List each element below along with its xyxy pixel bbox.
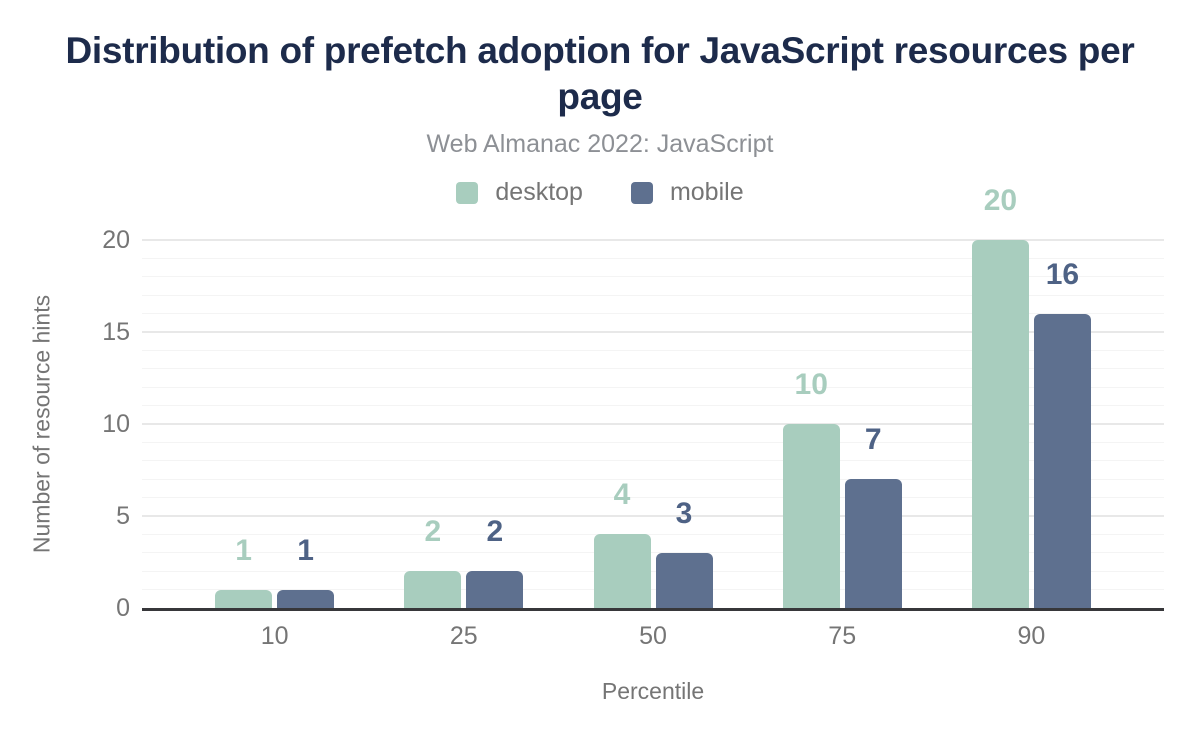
gridline-minor xyxy=(142,294,1164,296)
bar-value-label-desktop-p25: 2 xyxy=(424,515,442,549)
x-tick-label-25: 25 xyxy=(449,622,478,650)
x-axis-title: Percentile xyxy=(601,678,705,704)
x-axis-ticks: 10 25 50 75 90 xyxy=(142,622,1164,651)
gridline-major xyxy=(142,515,1164,517)
bar-value-label-desktop-p10: 1 xyxy=(235,533,252,567)
legend-item-mobile: mobile xyxy=(630,178,744,207)
x-tick-label-90: 90 xyxy=(1017,622,1046,650)
gridline-minor xyxy=(142,257,1164,259)
gridline-minor xyxy=(142,497,1164,499)
y-axis-title: Number of resource hints xyxy=(28,294,55,554)
bar-series-container: 1 1 2 2 4 3 10 7 20 16 xyxy=(180,186,1126,608)
gridline-minor xyxy=(142,405,1164,407)
gridline-major xyxy=(142,423,1164,425)
bar-desktop-p90[interactable]: 20 xyxy=(971,186,1029,608)
gridline-minor xyxy=(142,533,1164,535)
gridline-minor xyxy=(142,368,1164,370)
y-tick-label-20: 20 xyxy=(102,226,130,254)
bar-mobile-p10[interactable]: 1 xyxy=(277,535,335,608)
chart-title: Distribution of prefetch adoption for Ja… xyxy=(65,30,1135,118)
gridline-minor xyxy=(142,276,1164,278)
gridline-minor xyxy=(142,589,1164,591)
bar-desktop-p75[interactable]: 10 xyxy=(782,370,840,608)
plot-area: 1 1 2 2 4 3 10 7 20 16 xyxy=(142,186,1164,611)
x-tick-label-50: 50 xyxy=(639,622,667,650)
legend-swatch-desktop xyxy=(456,181,479,204)
bar-mobile-p75[interactable]: 7 xyxy=(844,425,902,608)
gridline-minor xyxy=(142,349,1164,351)
gridline-minor xyxy=(142,570,1164,572)
y-tick-label-5: 5 xyxy=(116,502,130,530)
bar-value-label-desktop-p50: 4 xyxy=(613,478,631,512)
legend: desktop mobile xyxy=(0,178,1200,207)
bar-value-label-mobile-p10: 1 xyxy=(297,533,314,567)
bar-desktop-p50[interactable]: 4 xyxy=(593,480,651,608)
gridline-minor xyxy=(142,386,1164,388)
gridline-minor xyxy=(142,552,1164,554)
bar-value-label-mobile-p75: 7 xyxy=(864,423,882,457)
bar-mobile-p90[interactable]: 16 xyxy=(1033,259,1091,608)
bar-group-p90: 20 16 xyxy=(937,186,1126,608)
gridline-major xyxy=(142,239,1164,241)
y-tick-label-15: 15 xyxy=(102,318,130,346)
bar-value-label-desktop-p90: 20 xyxy=(983,184,1018,217)
bar-mobile-p25[interactable]: 2 xyxy=(466,517,524,608)
y-tick-label-0: 0 xyxy=(116,594,130,622)
y-tick-label-10: 10 xyxy=(102,410,130,438)
x-tick-label-75: 75 xyxy=(828,622,857,650)
bar-group-p75: 10 7 xyxy=(748,240,937,608)
gridline-major xyxy=(142,331,1164,333)
bar-value-label-mobile-p25: 2 xyxy=(486,515,504,549)
gridline-minor xyxy=(142,460,1164,462)
bar-mobile-p50[interactable]: 3 xyxy=(655,498,713,608)
bar-value-label-mobile-p90: 16 xyxy=(1045,257,1080,291)
legend-label-desktop: desktop xyxy=(495,178,583,206)
legend-item-desktop: desktop xyxy=(456,178,583,207)
gridline-minor xyxy=(142,441,1164,443)
gridline-minor xyxy=(142,478,1164,480)
gridline-minor xyxy=(142,313,1164,315)
bar-desktop-p25[interactable]: 2 xyxy=(404,517,462,608)
bar-desktop-p10[interactable]: 1 xyxy=(215,535,273,608)
bar-value-label-mobile-p50: 3 xyxy=(675,496,693,530)
legend-swatch-mobile xyxy=(630,181,653,204)
x-tick-label-10: 10 xyxy=(260,622,289,650)
legend-label-mobile: mobile xyxy=(669,178,744,206)
chart-subtitle: Web Almanac 2022: JavaScript xyxy=(426,130,774,158)
bar-value-label-desktop-p75: 10 xyxy=(794,368,828,401)
